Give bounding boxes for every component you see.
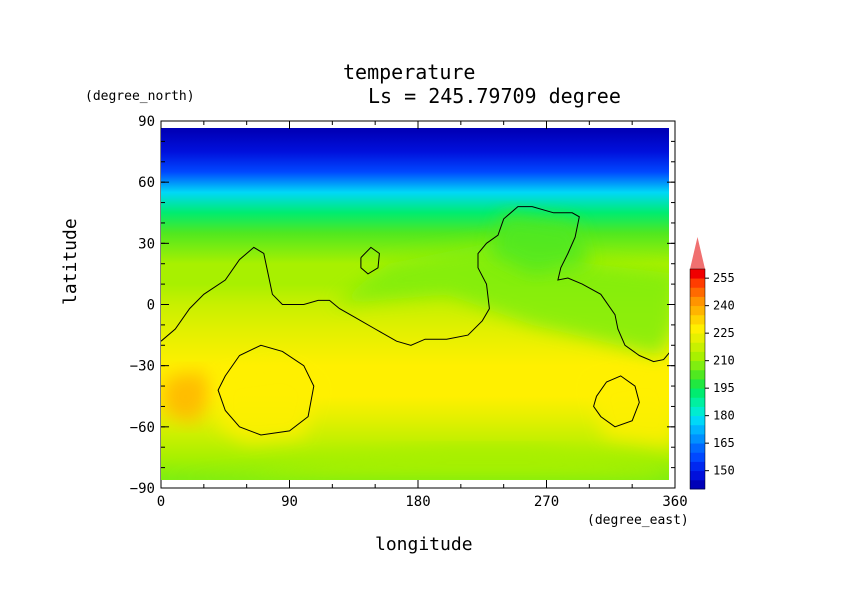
temperature-region-5 <box>489 212 590 274</box>
temperature-region-6 <box>161 447 669 478</box>
x-axis-unit: (degree_east) <box>587 513 689 528</box>
colorbar-tick-label: 255 <box>713 271 735 285</box>
y-axis-unit: (degree_north) <box>85 89 195 104</box>
colorbar-tick-label: 150 <box>713 464 735 478</box>
colorbar-swatch <box>690 269 705 279</box>
colorbar-overflow-arrow <box>690 237 705 269</box>
colorbar-tick-label: 225 <box>713 326 735 340</box>
colorbar-swatch <box>690 351 705 362</box>
contour-lines <box>161 206 669 436</box>
colorbar-swatch <box>690 278 705 288</box>
y-tick-label: −90 <box>130 481 155 497</box>
colorbar-swatch <box>690 360 705 371</box>
temperature-region-1 <box>161 371 211 423</box>
colorbar-swatch <box>690 479 705 490</box>
colorbar-swatch <box>690 397 705 407</box>
colorbar-swatch <box>690 443 705 453</box>
contour-line-3 <box>217 344 315 436</box>
contour-line-1 <box>161 206 669 363</box>
y-tick-label: −60 <box>130 420 155 436</box>
colorbar-swatch <box>690 379 705 389</box>
colorbar-tick-label: 210 <box>713 354 735 368</box>
colorbar-tick-label: 240 <box>713 299 735 313</box>
x-tick-label: 270 <box>534 494 559 510</box>
x-tick-label: 360 <box>662 494 687 510</box>
temperature-region-4 <box>332 243 669 356</box>
colorbar-swatch <box>690 470 705 481</box>
y-tick-label: 0 <box>147 298 155 314</box>
colorbar-frame <box>689 268 706 490</box>
colorbar-swatch <box>690 424 705 435</box>
colorbar: 255 240 225 210 195 180 165 150 <box>689 237 735 490</box>
colorbar-swatch <box>690 314 705 325</box>
y-tick-label: 90 <box>138 114 155 130</box>
chart-subtitle: Ls = 245.79709 degree <box>368 84 621 108</box>
colorbar-swatch <box>690 287 705 297</box>
y-tick-label: 60 <box>138 175 155 191</box>
colorbar-swatch <box>690 324 705 334</box>
colorbar-swatch <box>690 333 705 343</box>
contour-line-4 <box>593 375 640 428</box>
colorbar-swatch <box>690 296 705 307</box>
temperature-field <box>161 128 669 480</box>
temperature-region-3 <box>589 369 669 447</box>
chart-title: temperature <box>343 60 476 84</box>
colorbar-swatch <box>690 342 705 352</box>
x-tick-label: 0 <box>157 494 165 510</box>
colorbar-swatch <box>690 461 705 472</box>
colorbar-swatch <box>690 369 705 380</box>
colorbar-swatch <box>690 415 705 426</box>
y-axis-label: latitude <box>60 218 81 305</box>
y-axis-ticks: 90 60 30 0 −30 −60 −90 <box>130 114 675 497</box>
x-tick-label: 90 <box>281 494 298 510</box>
colorbar-tick-label: 180 <box>713 409 735 423</box>
colorbar-swatch <box>690 434 705 444</box>
y-tick-label: 30 <box>138 236 155 252</box>
colorbar-tick-label: 195 <box>713 381 735 395</box>
y-tick-label: −30 <box>130 359 155 375</box>
colorbar-swatch <box>690 452 705 462</box>
colorbar-swatch <box>690 406 705 417</box>
colorbar-tick-label: 165 <box>713 436 735 450</box>
x-axis-ticks: 0 90 180 270 360 <box>157 121 688 510</box>
x-axis-label: longitude <box>375 534 473 555</box>
contour-line-2 <box>360 246 380 275</box>
colorbar-swatch <box>690 388 705 398</box>
colorbar-swatch <box>690 305 705 316</box>
x-tick-label: 180 <box>405 494 430 510</box>
temperature-region-2 <box>218 365 319 444</box>
